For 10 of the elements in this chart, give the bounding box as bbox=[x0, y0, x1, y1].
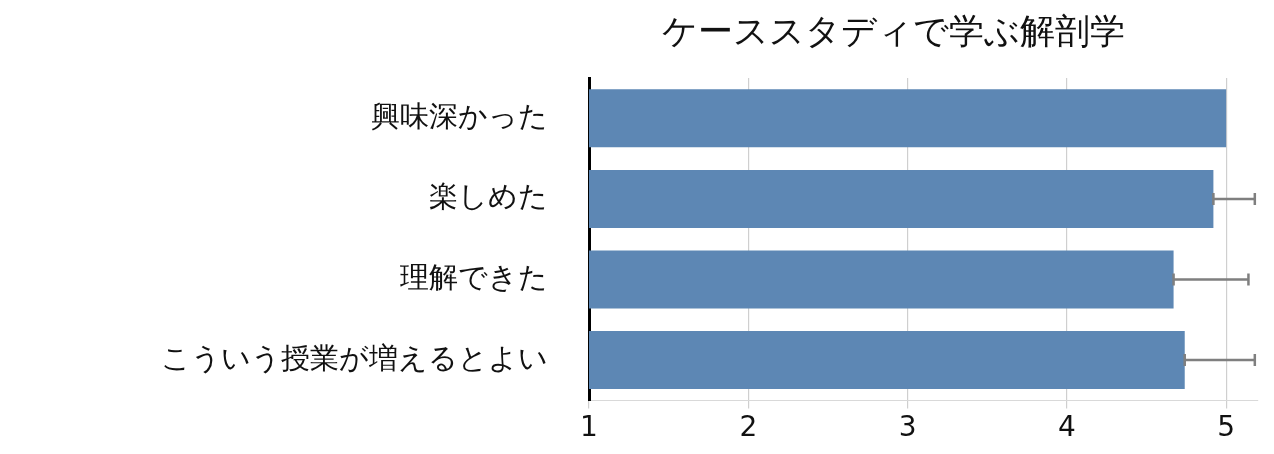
y-tick-label: 理解できた bbox=[400, 260, 548, 295]
chart-title: ケーススタディで学ぶ解剖学 bbox=[662, 11, 1125, 52]
y-tick-label: 興味深かった bbox=[371, 98, 548, 133]
y-tick-label: こういう授業が増えるとよい bbox=[161, 340, 548, 375]
y-tick-label: 楽しめた bbox=[429, 179, 548, 214]
x-tick-label: 1 bbox=[580, 410, 598, 444]
x-tick-label: 5 bbox=[1217, 410, 1236, 444]
x-tick-label: 2 bbox=[739, 410, 758, 444]
x-tick-label: 3 bbox=[898, 410, 917, 444]
x-tick-label: 4 bbox=[1057, 410, 1076, 444]
